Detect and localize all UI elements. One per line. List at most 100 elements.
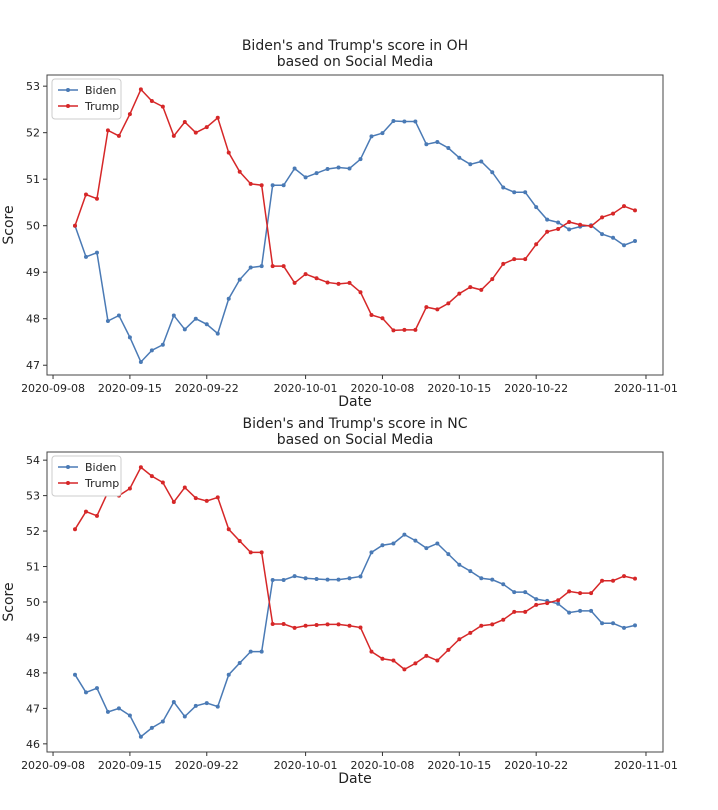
data-point-trump xyxy=(303,623,308,628)
data-point-trump xyxy=(490,622,495,627)
data-point-biden xyxy=(402,119,407,124)
data-point-biden xyxy=(83,254,88,259)
data-point-trump xyxy=(622,204,627,209)
y-tick-label: 52 xyxy=(26,127,40,140)
data-point-biden xyxy=(314,576,319,581)
data-point-biden xyxy=(468,569,473,574)
data-point-biden xyxy=(248,649,253,654)
data-point-biden xyxy=(413,119,418,124)
data-point-trump xyxy=(589,224,594,229)
series-line-trump xyxy=(74,466,636,671)
data-point-biden xyxy=(281,578,286,583)
data-point-biden xyxy=(358,157,363,162)
series-line-biden xyxy=(74,533,636,738)
data-point-biden xyxy=(545,217,550,222)
data-point-biden xyxy=(435,541,440,546)
legend-label-biden: Biden xyxy=(85,461,116,474)
x-tick-label: 2020-11-01 xyxy=(614,759,678,772)
data-point-trump xyxy=(149,474,154,479)
data-point-biden xyxy=(600,621,605,626)
data-point-biden xyxy=(424,546,429,551)
data-point-biden xyxy=(127,335,132,340)
y-tick-label: 51 xyxy=(26,561,40,574)
data-point-trump xyxy=(160,480,165,485)
x-tick-label: 2020-09-15 xyxy=(98,759,162,772)
data-point-biden xyxy=(182,327,187,332)
data-point-biden xyxy=(336,577,341,582)
data-point-biden xyxy=(611,621,616,626)
data-point-biden xyxy=(501,582,506,587)
data-point-biden xyxy=(391,541,396,546)
data-point-trump xyxy=(248,181,253,186)
y-tick-label: 52 xyxy=(26,525,40,538)
data-point-biden xyxy=(160,342,165,347)
data-point-trump xyxy=(259,183,264,188)
data-point-trump xyxy=(402,667,407,672)
y-tick-label: 54 xyxy=(26,454,40,467)
data-point-trump xyxy=(149,99,154,104)
legend-marker-biden xyxy=(66,465,70,469)
data-point-trump xyxy=(402,327,407,332)
plot-area xyxy=(46,74,664,376)
data-point-biden xyxy=(523,190,528,195)
data-point-trump xyxy=(358,290,363,295)
data-point-biden xyxy=(457,155,462,160)
y-tick-label: 48 xyxy=(26,313,40,326)
data-point-trump xyxy=(281,621,286,626)
data-point-trump xyxy=(457,637,462,642)
x-tick-label: 2020-09-22 xyxy=(175,382,239,395)
data-point-trump xyxy=(204,498,209,503)
data-point-biden xyxy=(534,597,539,602)
data-point-biden xyxy=(171,313,176,318)
data-point-trump xyxy=(633,576,637,581)
data-point-trump xyxy=(292,625,297,630)
data-point-trump xyxy=(523,257,528,262)
data-point-trump xyxy=(512,609,517,614)
data-point-biden xyxy=(435,139,440,144)
y-tick-label: 53 xyxy=(26,80,40,93)
y-tick-label: 47 xyxy=(26,702,40,715)
series-biden xyxy=(73,119,637,364)
x-tick-label: 2020-10-01 xyxy=(274,759,338,772)
chart-title-line: based on Social Media xyxy=(277,54,434,70)
data-point-biden xyxy=(336,165,341,170)
data-point-trump xyxy=(468,285,473,290)
y-axis-label: Score xyxy=(1,205,17,244)
data-point-trump xyxy=(347,280,352,285)
data-point-trump xyxy=(435,307,440,312)
data-point-trump xyxy=(622,574,627,579)
data-point-trump xyxy=(534,242,539,247)
data-point-trump xyxy=(292,280,297,285)
y-axis-label: Score xyxy=(1,582,17,621)
data-point-trump xyxy=(556,226,561,231)
data-point-trump xyxy=(358,625,363,630)
data-point-trump xyxy=(237,539,242,544)
data-point-trump xyxy=(83,192,88,197)
data-point-biden xyxy=(160,719,165,724)
data-point-biden xyxy=(149,348,154,353)
data-point-biden xyxy=(193,703,198,708)
data-point-trump xyxy=(226,150,231,155)
data-point-trump xyxy=(138,87,143,92)
data-point-trump xyxy=(490,277,495,282)
data-point-biden xyxy=(567,227,572,232)
y-tick-label: 49 xyxy=(26,631,40,644)
data-point-trump xyxy=(523,609,528,614)
x-tick-label: 2020-09-08 xyxy=(21,382,85,395)
data-point-trump xyxy=(325,280,330,285)
x-tick-label: 2020-10-01 xyxy=(274,382,338,395)
data-point-biden xyxy=(512,190,517,195)
data-point-biden xyxy=(556,601,561,606)
series-biden xyxy=(73,532,637,739)
data-point-trump xyxy=(270,264,275,269)
data-point-biden xyxy=(270,183,275,188)
legend-marker-trump xyxy=(66,481,70,485)
chart-title-line: based on Social Media xyxy=(277,432,434,448)
data-point-biden xyxy=(292,574,297,579)
data-point-trump xyxy=(270,621,275,626)
data-point-biden xyxy=(501,185,506,190)
chart-title-line: Biden's and Trump's score in NC xyxy=(242,416,467,432)
data-point-biden xyxy=(347,576,352,581)
data-point-biden xyxy=(424,142,429,147)
data-point-biden xyxy=(325,166,330,171)
